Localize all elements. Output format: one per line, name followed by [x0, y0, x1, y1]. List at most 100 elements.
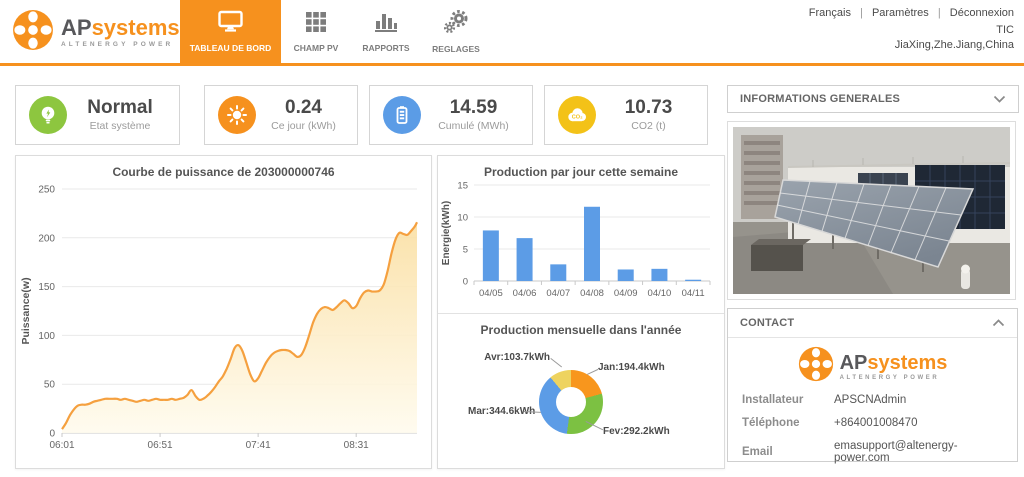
- contact-apsystems-logo: APsystems ALTENERGY POWER: [728, 346, 1017, 387]
- status-card-system: Normal Etat système: [15, 85, 180, 145]
- donut-label-jan: Jan:194.4kWh: [598, 362, 665, 373]
- svg-text:06:51: 06:51: [148, 440, 173, 451]
- svg-text:10: 10: [457, 213, 468, 224]
- tab-label: REGLAGES: [432, 43, 480, 54]
- tab-label: RAPPORTS: [362, 43, 410, 53]
- lifetime-energy-label: Cumulé (MWh): [438, 120, 509, 132]
- today-energy-value: 0.24: [285, 97, 322, 118]
- donut-label-avr: Avr:103.7kWh: [484, 352, 550, 363]
- chevron-up-icon[interactable]: [992, 314, 1005, 332]
- tab-tableau-de-bord[interactable]: TABLEAU DE BORD: [180, 0, 281, 63]
- section-title: CONTACT: [740, 317, 795, 329]
- app-header: APsystems ALTENERGY POWER TABLEAU DE BOR…: [0, 0, 1024, 66]
- donut-label-fev: Fev:292.2kWh: [603, 426, 670, 437]
- svg-text:04/08: 04/08: [580, 288, 604, 299]
- svg-text:250: 250: [38, 185, 55, 196]
- svg-text:100: 100: [38, 331, 55, 342]
- main-nav: TABLEAU DE BORD CHAMP PV: [180, 0, 491, 63]
- contact-label: Email: [742, 446, 773, 458]
- status-card-co2: CO₂ 10.73 CO2 (t): [544, 85, 708, 145]
- brand-tagline: ALTENERGY POWER: [61, 41, 174, 48]
- contact-label: Téléphone: [742, 417, 800, 429]
- logout-link[interactable]: Déconnexion: [949, 7, 1014, 19]
- svg-text:04/07: 04/07: [546, 288, 570, 299]
- contact-value: +864001008470: [834, 417, 918, 429]
- section-title: INFORMATIONS GENERALES: [740, 93, 901, 105]
- today-energy-label: Ce jour (kWh): [271, 120, 336, 132]
- tab-champ-pv[interactable]: CHAMP PV: [281, 0, 351, 63]
- svg-text:50: 50: [44, 380, 56, 391]
- link-separator: |: [937, 7, 941, 19]
- tab-label: CHAMP PV: [293, 43, 339, 53]
- tab-reglages[interactable]: REGLAGES: [421, 0, 491, 63]
- svg-text:15: 15: [457, 181, 468, 192]
- svg-text:0: 0: [49, 429, 55, 440]
- svg-text:Energie(kWh): Energie(kWh): [441, 201, 452, 265]
- svg-text:08:31: 08:31: [344, 440, 369, 451]
- panel-divider: [438, 313, 724, 314]
- contact-label: Installateur: [742, 394, 804, 406]
- system-status-value: Normal: [87, 97, 153, 118]
- tab-rapports[interactable]: RAPPORTS: [351, 0, 421, 63]
- site-location: JiaXing,Zhe.Jiang,China: [894, 39, 1014, 51]
- system-status-label: Etat système: [89, 120, 151, 132]
- svg-text:0: 0: [463, 277, 468, 288]
- chevron-down-icon[interactable]: [993, 90, 1006, 108]
- donut-connector: [550, 358, 563, 368]
- svg-text:200: 200: [38, 233, 55, 244]
- informations-generales-header[interactable]: INFORMATIONS GENERALES: [727, 85, 1019, 113]
- donut-label-mar: Mar:344.6kWh: [468, 406, 536, 417]
- tab-label: TABLEAU DE BORD: [189, 43, 272, 53]
- site-photo: [733, 127, 1011, 294]
- apsystems-logo[interactable]: APsystems ALTENERGY POWER: [12, 9, 180, 56]
- site-name: TIC: [996, 24, 1014, 36]
- contact-row-phone: Téléphone +864001008470: [728, 413, 1017, 433]
- battery-icon: [383, 96, 421, 134]
- brand-ap: AP: [61, 15, 92, 40]
- contact-section: CONTACT APsystems: [727, 308, 1018, 464]
- production-panel: Production par jour cette semaine 0 5 10 15…: [437, 155, 725, 469]
- donut-connector: [587, 368, 599, 375]
- logo-text: APsystems ALTENERGY POWER: [840, 353, 948, 381]
- language-link[interactable]: Français: [808, 7, 851, 19]
- top-links: Français | Paramètres | Déconnexion TIC …: [809, 7, 1014, 51]
- brand-ap: AP: [839, 351, 868, 374]
- svg-text:150: 150: [38, 282, 55, 293]
- brand-tagline: ALTENERGY POWER: [839, 374, 940, 381]
- svg-text:06:01: 06:01: [49, 440, 74, 451]
- daily-chart-title: Production par jour cette semaine: [483, 165, 679, 179]
- svg-text:04/09: 04/09: [614, 288, 638, 299]
- svg-text:04/11: 04/11: [682, 288, 705, 299]
- contact-value: emasupport@altenergy-power.com: [834, 440, 958, 464]
- svg-text:04/06: 04/06: [513, 288, 537, 299]
- contact-row-installer: Installateur APSCNAdmin: [728, 390, 1017, 410]
- svg-text:04/10: 04/10: [648, 288, 672, 299]
- grid-icon: [305, 10, 327, 38]
- co2-label: CO2 (t): [631, 120, 666, 132]
- lifetime-energy-value: 14.59: [449, 97, 498, 118]
- sunburst-logo-icon: [12, 9, 54, 56]
- monthly-chart-title: Production mensuelle dans l'année: [480, 323, 682, 337]
- sun-icon: [218, 96, 256, 134]
- contact-header[interactable]: CONTACT: [728, 309, 1017, 338]
- svg-text:04/05: 04/05: [479, 288, 503, 299]
- bulb-icon: [29, 96, 67, 134]
- logo-text: APsystems ALTENERGY POWER: [61, 15, 180, 49]
- svg-text:5: 5: [463, 245, 468, 256]
- parameters-link[interactable]: Paramètres: [871, 7, 929, 19]
- monitor-icon: [217, 10, 244, 38]
- link-separator: |: [860, 7, 863, 19]
- bar-chart-icon: [374, 10, 398, 38]
- sunburst-logo-icon: [798, 346, 834, 387]
- contact-row-email: Email emasupport@altenergy-power.com: [728, 436, 1017, 468]
- svg-text:CO₂: CO₂: [572, 115, 583, 121]
- monthly-production-section: Production mensuelle dans l'année Avr:10…: [438, 314, 724, 468]
- site-photo-card: [727, 121, 1016, 300]
- svg-text:Puissance(w): Puissance(w): [20, 277, 32, 344]
- brand-systems: systems: [867, 351, 948, 374]
- brand-systems: systems: [91, 15, 180, 40]
- status-card-today: 0.24 Ce jour (kWh): [204, 85, 358, 145]
- power-chart-title: Courbe de puissance de 203000000746: [112, 165, 335, 179]
- co2-value: 10.73: [624, 97, 673, 118]
